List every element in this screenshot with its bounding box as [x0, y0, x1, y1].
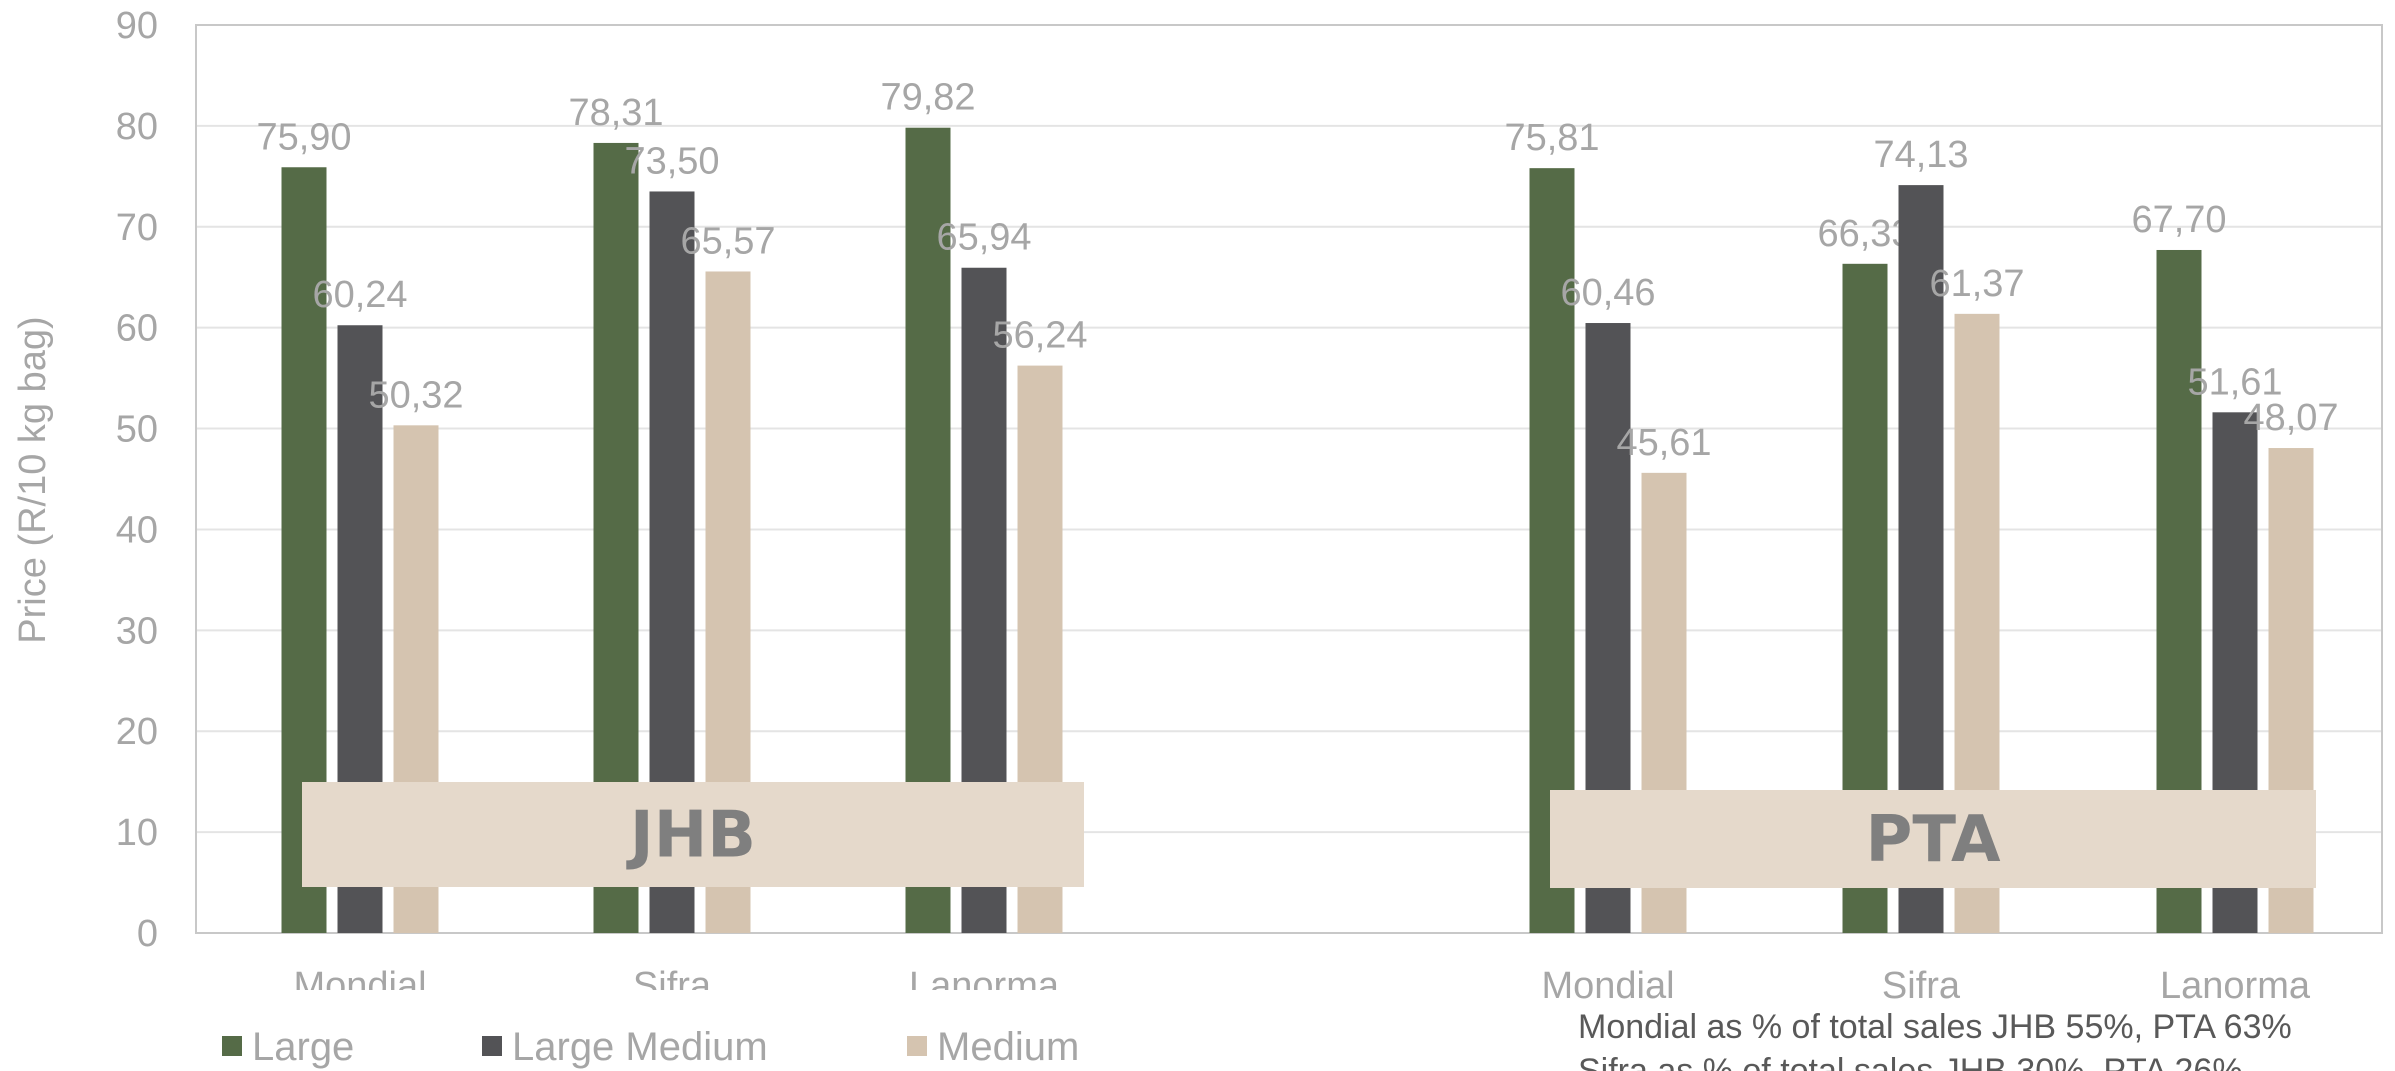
y-axis-ticks: 0 10 20 30 40 50 60 70 80 90 — [116, 5, 158, 955]
y-tick-label: 80 — [116, 106, 158, 148]
y-tick-label: 0 — [137, 913, 158, 955]
y-tick-label: 50 — [116, 409, 158, 451]
y-tick-label: 90 — [116, 5, 158, 47]
note-sifra: Sifra as % of total sales JHB 30%, PTA 2… — [1578, 1052, 2243, 1071]
category-labels: Mondial Sifra Lanorma Mondial Sifra Lanorma — [196, 965, 2395, 1020]
data-label: 56,24 — [992, 315, 1087, 357]
region-band-jhb — [302, 782, 1084, 887]
category-label: Sifra — [1882, 965, 1961, 1007]
axis-label-clip — [1500, 1004, 2395, 1020]
y-axis-label: Price (R/10 kg bag) — [12, 316, 54, 643]
data-label: 48,07 — [2243, 397, 2338, 439]
y-tick-label: 60 — [116, 308, 158, 350]
region-bands: JHB PTA — [302, 782, 2316, 888]
axis-label-clip — [196, 990, 1496, 1020]
notes: Mondial as % of total sales JHB 55%, PTA… — [1578, 1008, 2292, 1071]
data-label: 51,61 — [2187, 361, 2282, 403]
data-label: 50,32 — [368, 374, 463, 416]
category-label: Lanorma — [2160, 965, 2311, 1007]
data-label: 79,82 — [880, 77, 975, 119]
legend-swatch — [222, 1036, 242, 1056]
data-label: 45,61 — [1616, 422, 1711, 464]
data-label: 67,70 — [2131, 199, 2226, 241]
y-tick-label: 30 — [116, 610, 158, 652]
data-label: 75,90 — [256, 116, 351, 158]
y-tick-label: 10 — [116, 812, 158, 854]
note-mondial: Mondial as % of total sales JHB 55%, PTA… — [1578, 1008, 2292, 1046]
plot-frame — [195, 24, 2383, 934]
data-label: 78,31 — [568, 92, 663, 134]
legend-label: Large Medium — [512, 1025, 768, 1069]
data-label: 75,81 — [1504, 117, 1599, 159]
y-tick-label: 20 — [116, 711, 158, 753]
region-label-pta: PTA — [1865, 803, 2001, 877]
legend-label: Large — [252, 1025, 354, 1069]
data-label: 66,33 — [1817, 213, 1912, 255]
legend-swatch — [482, 1036, 502, 1056]
data-label: 65,94 — [936, 217, 1031, 259]
category-label: Mondial — [1541, 965, 1674, 1007]
data-label: 60,24 — [312, 274, 407, 316]
region-label-jhb: JHB — [626, 799, 756, 873]
region-band-pta — [1550, 790, 2316, 888]
legend-swatch — [907, 1036, 927, 1056]
data-label: 60,46 — [1560, 272, 1655, 314]
y-tick-label: 70 — [116, 207, 158, 249]
y-tick-label: 40 — [116, 509, 158, 551]
data-label: 73,50 — [624, 140, 719, 182]
legend: Large Large Medium Medium — [222, 1025, 1079, 1069]
data-label: 61,37 — [1929, 263, 2024, 305]
data-label: 74,13 — [1873, 134, 1968, 176]
legend-label: Medium — [937, 1025, 1079, 1069]
data-label: 65,57 — [680, 220, 775, 262]
